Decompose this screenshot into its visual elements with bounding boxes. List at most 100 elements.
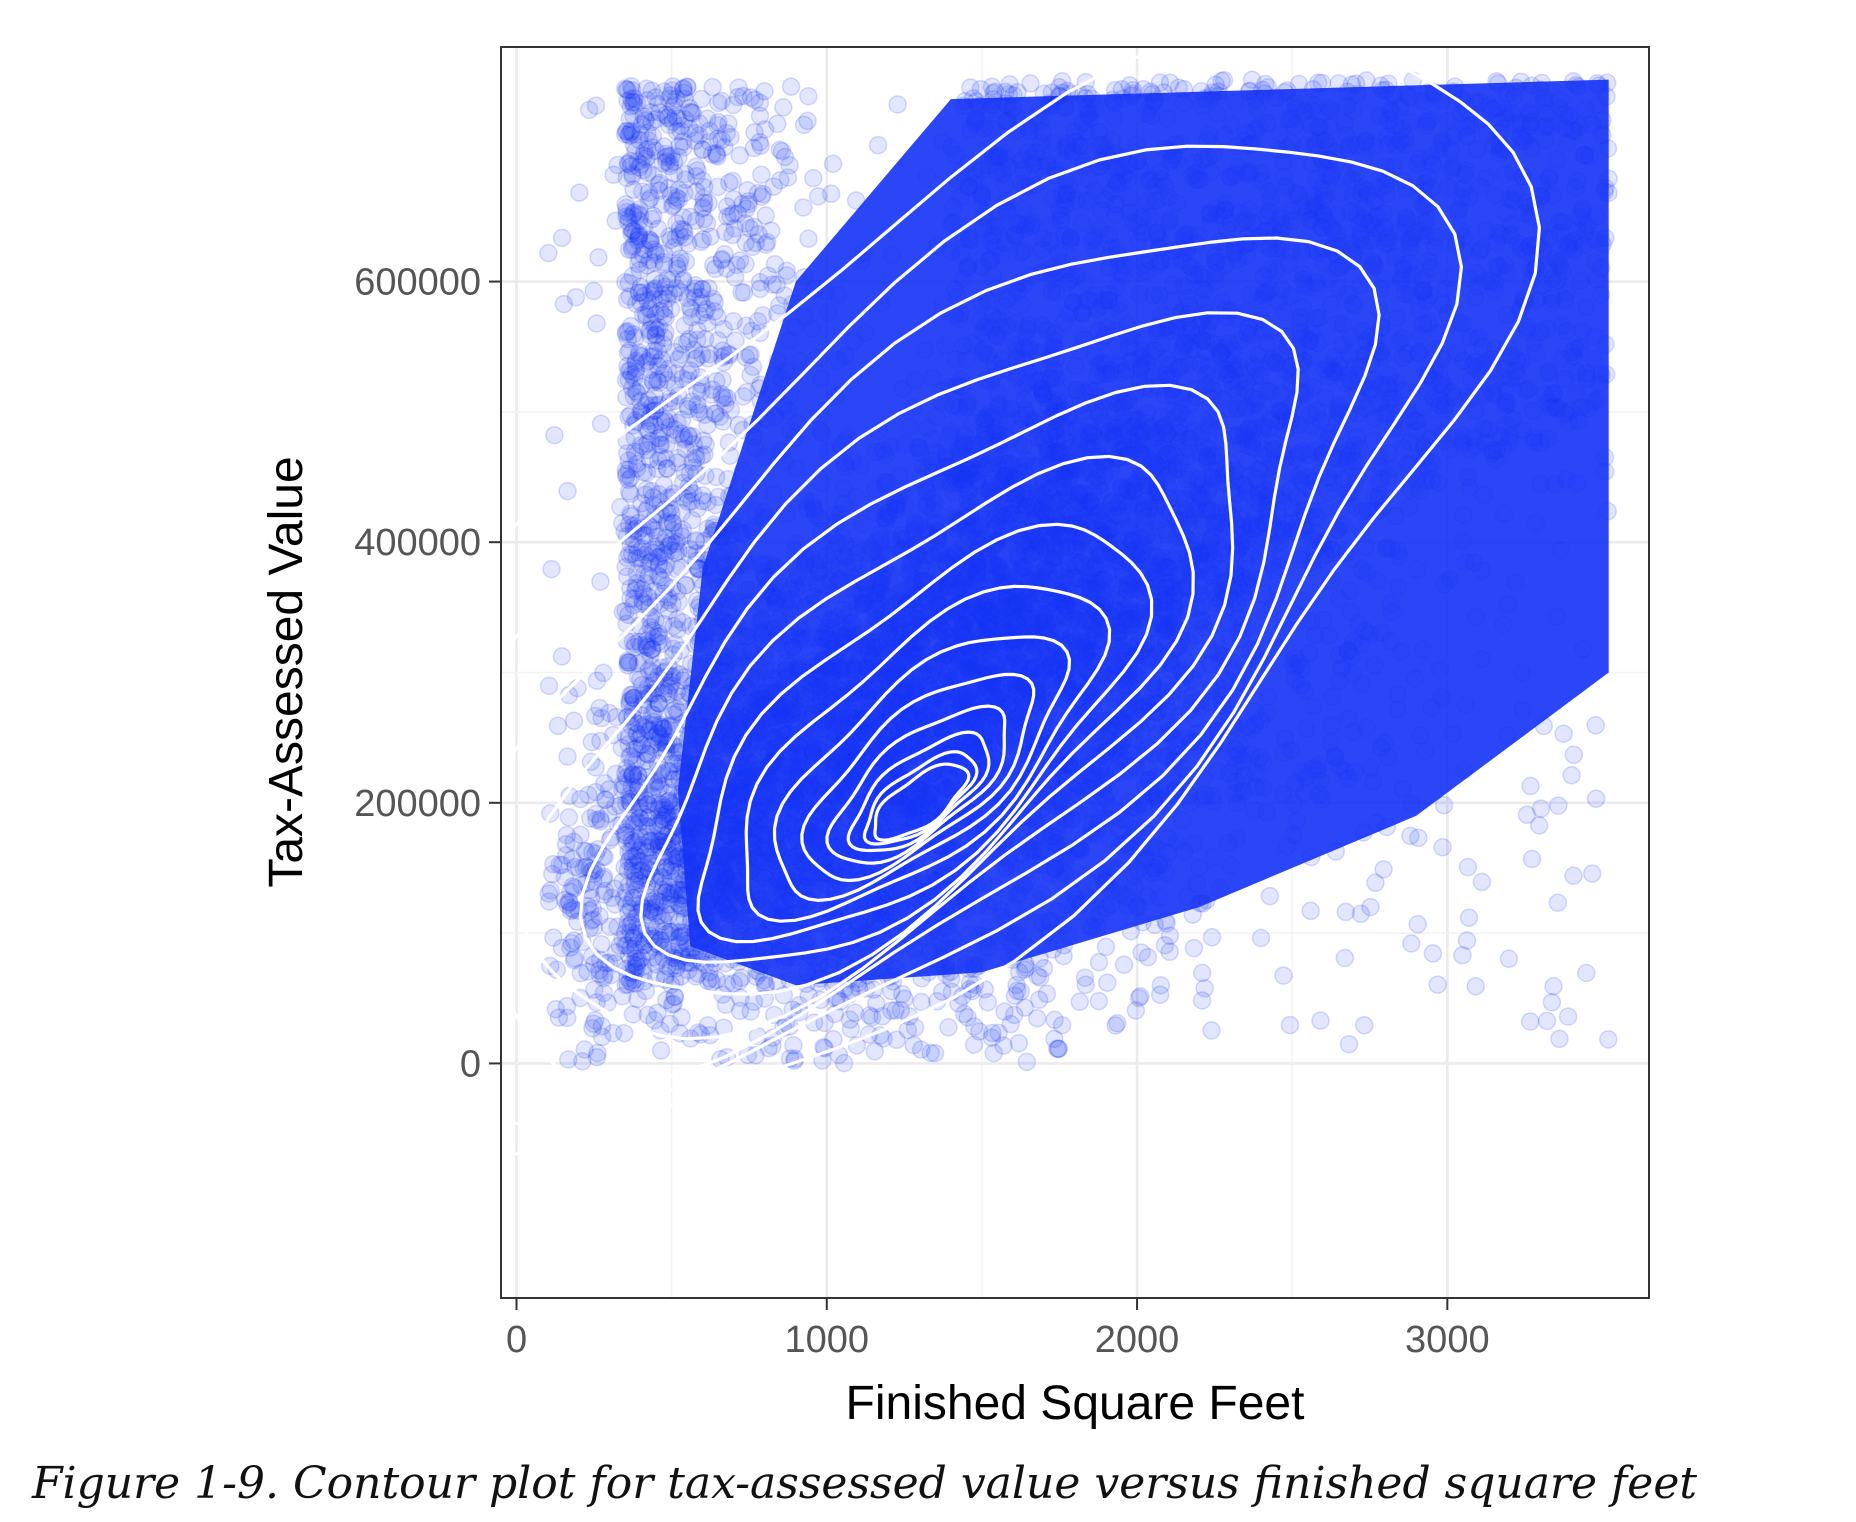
data-point: [834, 1053, 854, 1073]
data-point: [970, 1022, 989, 1041]
data-point: [564, 832, 583, 852]
data-point: [592, 935, 611, 954]
data-point: [656, 858, 675, 877]
data-point: [662, 995, 682, 1014]
data-point: [561, 901, 581, 921]
data-point: [615, 924, 635, 943]
data-point: [592, 708, 611, 728]
data-point: [664, 922, 683, 941]
data-point: [564, 950, 584, 970]
data-point: [921, 1043, 940, 1063]
data-point: [594, 869, 613, 889]
data-point: [539, 892, 559, 911]
data-point: [587, 671, 607, 691]
data-point: [651, 1041, 671, 1060]
data-point: [1001, 1014, 1020, 1034]
data-point: [995, 1002, 1014, 1021]
data-point: [650, 717, 670, 737]
data-point: [585, 980, 604, 999]
data-point: [1015, 960, 1035, 979]
data-point: [592, 1017, 612, 1036]
data-point: [845, 1003, 865, 1023]
data-point: [670, 927, 690, 946]
data-point: [1106, 1016, 1125, 1035]
data-point: [618, 651, 638, 670]
data-point: [575, 1040, 594, 1059]
data-point: [628, 654, 648, 673]
data-point: [1008, 981, 1027, 1001]
data-point: [605, 879, 625, 899]
data-point: [1138, 947, 1158, 967]
data-point: [623, 752, 642, 772]
data-point: [661, 885, 680, 905]
data-point: [1160, 942, 1179, 962]
data-point: [559, 808, 579, 827]
data-point: [556, 834, 576, 854]
data-point: [892, 984, 912, 1004]
data-point: [688, 964, 708, 983]
data-point: [647, 830, 667, 850]
data-point: [867, 994, 886, 1013]
data-point: [577, 842, 596, 862]
data-point: [587, 1047, 607, 1067]
data-point: [653, 886, 673, 905]
data-point: [595, 773, 614, 793]
data-point: [1311, 1011, 1330, 1030]
data-point: [613, 872, 632, 892]
data-point: [666, 699, 686, 718]
data-point: [1409, 828, 1428, 848]
data-point: [613, 929, 632, 949]
data-point: [626, 949, 646, 968]
data-point: [1260, 886, 1280, 906]
data-point: [1108, 1014, 1127, 1033]
data-point: [648, 892, 668, 912]
data-point: [624, 815, 644, 834]
data-point: [623, 1005, 643, 1024]
data-point: [958, 1008, 977, 1027]
data-point: [573, 1052, 592, 1071]
data-point: [558, 747, 577, 766]
data-point: [1301, 901, 1320, 921]
data-point: [882, 1001, 901, 1020]
data-point: [1017, 1052, 1037, 1072]
data-point: [1114, 955, 1134, 974]
data-point: [622, 764, 642, 784]
data-point: [557, 996, 577, 1016]
data-point: [552, 855, 572, 875]
data-point: [596, 790, 615, 809]
data-point: [623, 861, 642, 881]
data-point: [603, 1023, 623, 1043]
data-point: [550, 855, 569, 875]
data-point: [1045, 1010, 1064, 1030]
data-point: [1459, 908, 1479, 927]
data-point: [628, 989, 647, 1009]
data-point: [619, 902, 638, 922]
data-point: [621, 842, 641, 861]
data-point: [615, 1023, 634, 1043]
data-point: [730, 1001, 750, 1021]
data-point: [582, 732, 602, 752]
data-point: [612, 738, 632, 758]
data-point: [555, 868, 575, 887]
data-point: [656, 808, 675, 827]
data-point: [1045, 1029, 1064, 1049]
data-point: [633, 735, 652, 755]
data-point: [658, 956, 677, 976]
data-point: [978, 992, 998, 1012]
data-point: [1098, 973, 1117, 992]
data-point: [623, 834, 642, 853]
data-point: [1151, 975, 1171, 995]
data-point: [556, 846, 576, 865]
data-point: [994, 1036, 1013, 1055]
data-point: [989, 1023, 1008, 1043]
data-point: [1132, 943, 1151, 962]
data-point: [1089, 991, 1109, 1011]
data-point: [543, 864, 562, 884]
data-point: [891, 1000, 911, 1020]
data-point: [932, 982, 952, 1001]
data-point: [599, 703, 619, 723]
data-point: [620, 939, 640, 958]
data-point: [595, 790, 615, 810]
data-point: [1047, 1039, 1067, 1059]
data-point: [840, 1010, 860, 1029]
